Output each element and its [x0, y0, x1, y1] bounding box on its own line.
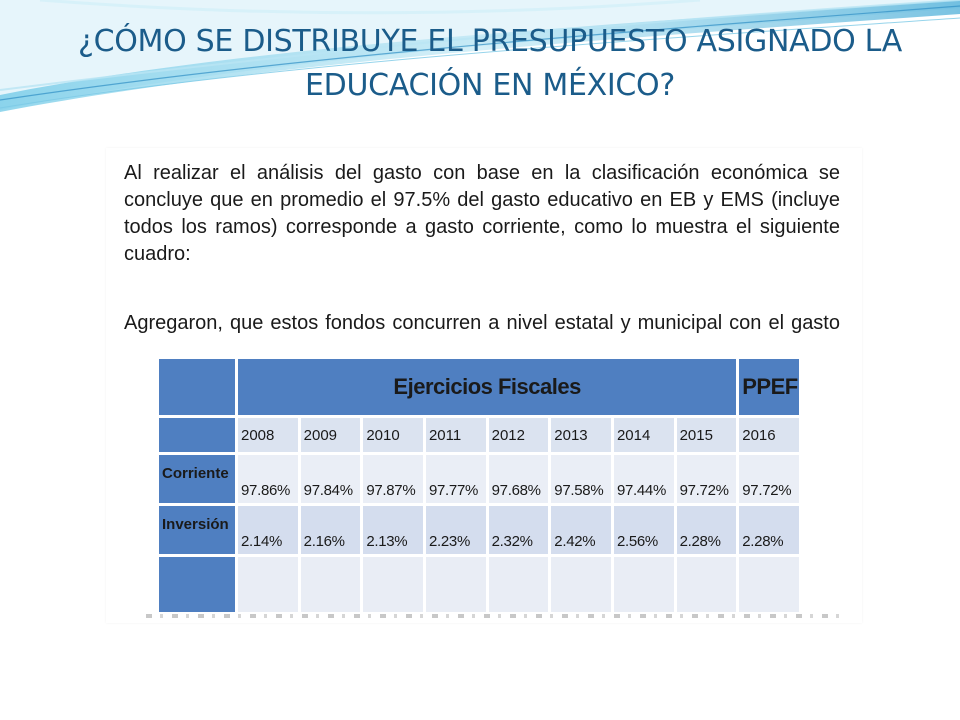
- row-label-corriente: Corriente: [159, 455, 235, 503]
- table-cell: 2.32%: [488, 506, 549, 554]
- slide-title-line-2: EDUCACIÓN EN MÉXICO?: [305, 68, 675, 103]
- table-cell: 97.77%: [425, 455, 486, 503]
- header-ejercicios-fiscales: Ejercicios Fiscales: [238, 359, 737, 415]
- table-cell: 97.72%: [676, 455, 737, 503]
- header-ppef: PPEF: [739, 359, 799, 415]
- table-years-row: 2008 2009 2010 2011 2012 2013 2014 2015 …: [159, 418, 799, 452]
- table-cell: 97.68%: [488, 455, 549, 503]
- table-cell: 2.56%: [613, 506, 674, 554]
- year-cell: 2016: [739, 418, 799, 452]
- years-row-label-cell: [159, 418, 235, 452]
- header-swoosh-decoration: [0, 0, 960, 112]
- table-row-inversion: Inversión 2.14% 2.16% 2.13% 2.23% 2.32% …: [159, 506, 799, 554]
- table-cell: [739, 557, 799, 612]
- table-cell: 97.84%: [300, 455, 361, 503]
- year-cell: 2011: [425, 418, 486, 452]
- fiscal-spending-table: Ejercicios Fiscales PPEF 2008 2009 2010 …: [156, 356, 802, 615]
- table-cell: [551, 557, 611, 612]
- scanned-document-image: Al realizar el análisis del gasto con ba…: [106, 148, 862, 623]
- table-cell: [425, 557, 486, 612]
- table-cell: 2.42%: [551, 506, 611, 554]
- table-cell: 2.23%: [425, 506, 486, 554]
- table-cell: [613, 557, 674, 612]
- table-cell: 97.87%: [363, 455, 423, 503]
- year-cell: 2010: [363, 418, 423, 452]
- document-paragraph-1: Al realizar el análisis del gasto con ba…: [124, 162, 840, 265]
- year-cell: 2008: [238, 418, 298, 452]
- cropped-text-line: [146, 614, 846, 623]
- table-row-corriente: Corriente 97.86% 97.84% 97.87% 97.77% 97…: [159, 455, 799, 503]
- year-cell: 2014: [613, 418, 674, 452]
- table-cell: 97.58%: [551, 455, 611, 503]
- row-label-empty: [159, 557, 235, 612]
- table-cell: 97.72%: [739, 455, 799, 503]
- table-cell: 2.16%: [300, 506, 361, 554]
- year-cell: 2013: [551, 418, 611, 452]
- year-cell: 2009: [300, 418, 361, 452]
- table-cell: 97.86%: [238, 455, 298, 503]
- table-cell: [363, 557, 423, 612]
- year-cell: 2015: [676, 418, 737, 452]
- table-cell: [238, 557, 298, 612]
- slide-title-line-1: ¿CÓMO SE DISTRIBUYE EL PRESUPUESTO ASIGN…: [77, 24, 903, 59]
- table-cell: 2.28%: [676, 506, 737, 554]
- slide-title: ¿CÓMO SE DISTRIBUYE EL PRESUPUESTO ASIGN…: [40, 20, 940, 108]
- document-paragraph-2: Agregaron, que estos fondos concurren a …: [124, 312, 840, 334]
- row-label-inversion: Inversión: [159, 506, 235, 554]
- table-cell: 2.28%: [739, 506, 799, 554]
- table-cell: 2.14%: [238, 506, 298, 554]
- table-cell: [300, 557, 361, 612]
- table-corner-cell: [159, 359, 235, 415]
- table-header-row: Ejercicios Fiscales PPEF: [159, 359, 799, 415]
- table-cell: 2.13%: [363, 506, 423, 554]
- table-cell: 97.44%: [613, 455, 674, 503]
- year-cell: 2012: [488, 418, 549, 452]
- table-cell: [676, 557, 737, 612]
- table-cell: [488, 557, 549, 612]
- table-row-empty: [159, 557, 799, 612]
